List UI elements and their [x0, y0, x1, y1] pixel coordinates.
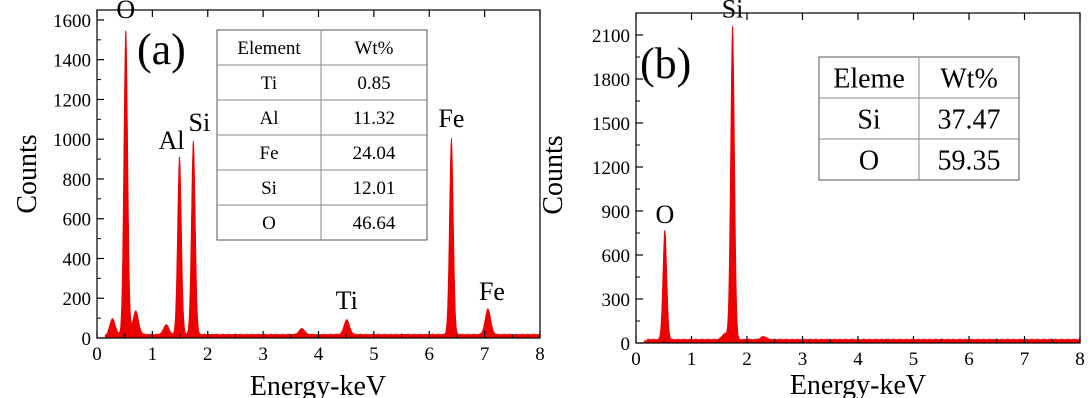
- x-tick-label: 5: [369, 344, 379, 365]
- x-tick-label: 0: [631, 349, 641, 370]
- y-tick-label: 200: [63, 289, 92, 310]
- y-axis-label: Counts: [538, 135, 569, 214]
- table-cell: Fe: [260, 143, 279, 164]
- y-tick-label: 1200: [592, 158, 630, 179]
- x-tick-label: 3: [798, 349, 808, 370]
- y-tick-label: 1500: [592, 114, 630, 135]
- peak-label: O: [655, 200, 674, 229]
- y-axis-label: Counts: [12, 134, 43, 213]
- table-cell: Ti: [261, 73, 277, 94]
- x-tick-label: 0: [92, 344, 102, 365]
- composition-table: Eleme Wt% Si 37.47 O 59.35: [818, 56, 1020, 181]
- y-tick-label: 1600: [53, 11, 91, 32]
- peak-label: Si: [189, 108, 211, 137]
- x-tick-label: 8: [1075, 349, 1085, 370]
- x-tick-label: 6: [964, 349, 974, 370]
- x-tick-label: 4: [314, 344, 324, 365]
- x-tick-label: 1: [687, 349, 697, 370]
- x-axis-label: Energy-keV: [790, 370, 926, 398]
- y-tick-label: 800: [63, 170, 92, 191]
- y-tick-label: 600: [602, 246, 631, 267]
- y-tick-label: 2100: [592, 26, 630, 47]
- y-tick-label: 0: [82, 329, 92, 350]
- x-tick-label: 8: [535, 344, 545, 365]
- peak-label: Al: [159, 126, 185, 155]
- table-cell: O: [262, 213, 276, 234]
- composition-table: Element Wt% Ti 0.85 Al 11.32 Fe 24.04 Si 12.01 O 46…: [216, 29, 428, 241]
- panel-label: (b): [640, 39, 691, 88]
- y-tick-label: 400: [63, 249, 92, 270]
- y-tick-label: 900: [602, 202, 631, 223]
- table-cell: 37.47: [938, 104, 1001, 135]
- table-cell: 59.35: [938, 145, 1001, 176]
- table-cell: Al: [260, 108, 279, 129]
- table-cell: 0.85: [357, 73, 390, 94]
- y-tick-label: 1200: [53, 90, 91, 111]
- x-tick-label: 7: [1020, 349, 1030, 370]
- y-tick-label: 1400: [53, 51, 91, 72]
- peak-label: Fe: [479, 277, 505, 306]
- x-tick-label: 2: [203, 344, 213, 365]
- x-tick-label: 5: [909, 349, 919, 370]
- peak-label: Ti: [336, 286, 358, 315]
- peak-label: Fe: [438, 104, 464, 133]
- table-cell: Si: [857, 104, 881, 135]
- panel-label: (a): [137, 25, 186, 74]
- table-cell: 11.32: [353, 108, 395, 129]
- peak-label: Si: [722, 0, 744, 24]
- x-tick-label: 6: [425, 344, 435, 365]
- x-tick-label: 3: [258, 344, 268, 365]
- y-tick-label: 0: [621, 334, 631, 355]
- y-tick-label: 1800: [592, 70, 630, 91]
- x-tick-label: 4: [853, 349, 863, 370]
- table-header-cell: Element: [237, 38, 301, 59]
- panel-a-chart: 0 1 2 3 4 5 6 7 8 0 200 400 600 800 1000 1200 1400 1600 (…: [12, 0, 545, 398]
- y-tick-label: 600: [63, 210, 92, 231]
- table-header-cell: Wt%: [354, 38, 393, 59]
- x-tick-label: 7: [480, 344, 490, 365]
- x-tick-label: 2: [742, 349, 752, 370]
- table-header-cell: Wt%: [940, 63, 998, 94]
- table-cell: 24.04: [353, 143, 396, 164]
- x-axis-label: Energy-keV: [250, 371, 386, 398]
- table-cell: O: [859, 145, 879, 176]
- x-tick-label: 1: [148, 344, 158, 365]
- table-cell: Si: [261, 178, 277, 199]
- y-tick-label: 1000: [53, 130, 91, 151]
- table-cell: 12.01: [353, 178, 396, 199]
- table-header-cell: Eleme: [833, 63, 905, 94]
- y-tick-label: 300: [602, 290, 631, 311]
- table-cell: 46.64: [353, 213, 396, 234]
- peak-label: O: [116, 0, 135, 24]
